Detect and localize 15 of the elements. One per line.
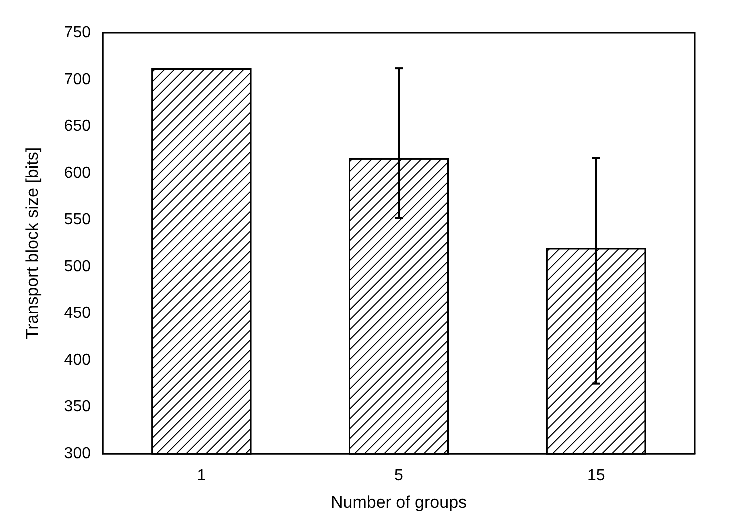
y-tick-label: 500: [64, 258, 92, 276]
x-tick-label: 5: [394, 468, 404, 484]
y-tick-label: 450: [64, 305, 92, 322]
y-tick-label: 300: [64, 446, 92, 462]
y-tick-label: 750: [64, 24, 92, 42]
y-tick-label: 400: [64, 352, 92, 369]
y-tick-label: 600: [64, 164, 92, 182]
x-tick-label: 15: [587, 468, 606, 484]
y-tick-label: 550: [64, 212, 92, 229]
y-tick-label: 350: [64, 398, 92, 416]
x-axis-title: Number of groups: [330, 493, 468, 512]
y-axis-title: Transport block size [bits]: [23, 147, 42, 340]
y-tick-label: 650: [64, 118, 92, 136]
y-tick-label: 700: [64, 71, 92, 88]
x-tick-label: 1: [197, 468, 206, 484]
